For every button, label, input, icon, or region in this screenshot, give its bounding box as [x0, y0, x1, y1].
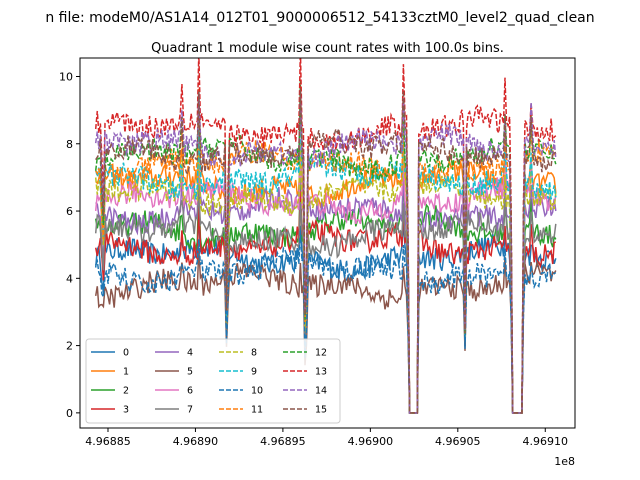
- series-line-14: [94, 91, 557, 414]
- legend-label-2: 2: [123, 386, 129, 397]
- series-line-12: [94, 81, 557, 414]
- legend-label-12: 12: [315, 348, 327, 359]
- series-line-5: [94, 248, 557, 414]
- legend-label-7: 7: [187, 405, 193, 416]
- x-tick-label-2: 4.96895: [260, 435, 306, 448]
- legend-label-3: 3: [123, 405, 129, 416]
- series-line-11: [95, 87, 557, 414]
- y-tick-label-1: 2: [66, 340, 73, 353]
- series-line-7: [94, 190, 557, 414]
- legend-label-9: 9: [251, 367, 257, 378]
- series-line-2: [94, 176, 557, 414]
- legend-box: [85, 338, 341, 424]
- y-tick-label-5: 10: [59, 71, 73, 84]
- series-line-10: [95, 230, 557, 414]
- legend-label-10: 10: [251, 386, 263, 397]
- legend-label-1: 1: [123, 367, 129, 378]
- legend-label-13: 13: [315, 367, 327, 378]
- legend-label-11: 11: [251, 405, 263, 416]
- legend-label-6: 6: [187, 386, 193, 397]
- legend-label-8: 8: [251, 348, 257, 359]
- plot-frame: [79, 57, 576, 429]
- legend-label-14: 14: [315, 386, 327, 397]
- x-axis: 4.96885 4.96890 4.96895 4.96900 4.96905 4.969…: [85, 428, 568, 448]
- series-line-3: [94, 191, 556, 414]
- series-line-15: [95, 89, 557, 414]
- legend-label-15: 15: [315, 405, 327, 416]
- y-tick-label-2: 4: [66, 272, 73, 285]
- legend-label-5: 5: [187, 367, 193, 378]
- series-line-13: [94, 58, 557, 414]
- legend-label-0: 0: [123, 348, 129, 359]
- x-tick-label-1: 4.96890: [173, 435, 219, 448]
- chart-title: Quadrant 1 module wise count rates with …: [151, 41, 504, 56]
- legend-label-4: 4: [187, 348, 193, 359]
- y-tick-label-3: 6: [66, 205, 73, 218]
- x-tick-label-0: 4.96885: [85, 435, 131, 448]
- y-tick-label-4: 8: [66, 138, 73, 151]
- series-layer: [94, 58, 557, 414]
- x-offset-label: 1e8: [554, 455, 575, 468]
- x-tick-label-3: 4.96900: [348, 435, 394, 448]
- y-tick-label-0: 0: [66, 407, 73, 420]
- figure-suptitle: n file: modeM0/AS1A14_012T01_9000006512_…: [45, 10, 594, 26]
- y-axis: 0 2 4 6 8 10: [59, 71, 80, 420]
- x-tick-label-4: 4.96905: [435, 435, 481, 448]
- x-tick-label-5: 4.96910: [523, 435, 569, 448]
